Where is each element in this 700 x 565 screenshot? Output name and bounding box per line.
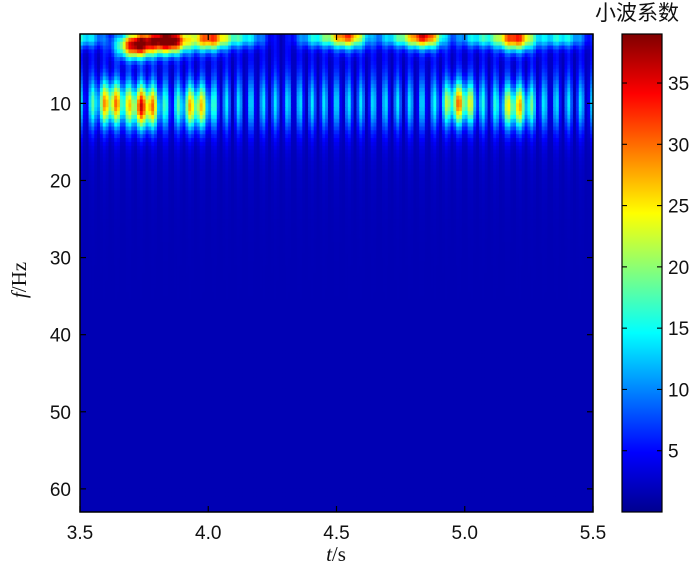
plot-area: [80, 34, 594, 513]
wavelet-scalogram-chart: 3.5 4.0 4.5 5.0 5.5 102030405060 t/s f/Hz 51…: [0, 0, 700, 565]
heatmap-cells: [80, 34, 594, 513]
